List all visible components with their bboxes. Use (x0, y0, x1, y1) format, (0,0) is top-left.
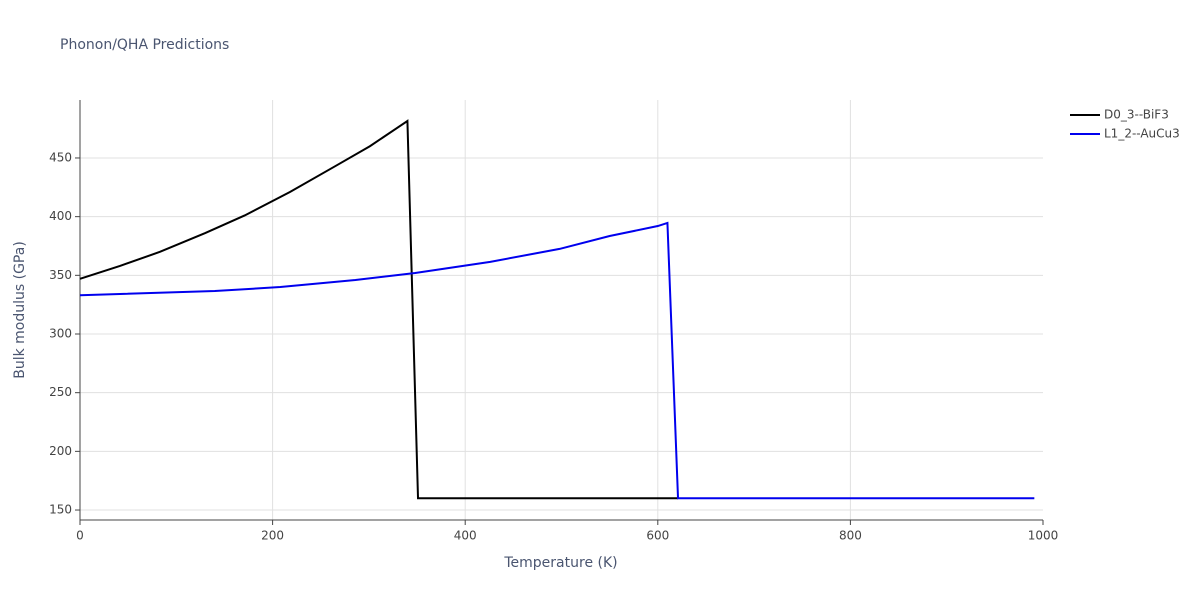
series-line (79, 221, 1035, 500)
x-tick-label: 800 (839, 529, 862, 543)
y-tick-label: 150 (49, 503, 72, 517)
x-axis-title: Temperature (K) (503, 555, 617, 571)
series-line (79, 119, 679, 500)
x-tick-label: 200 (261, 529, 284, 543)
legend-label: L1_2--AuCu3 (1104, 127, 1180, 141)
chart-title: Phonon/QHA Predictions (60, 37, 229, 53)
legend-label: D0_3--BiF3 (1104, 108, 1169, 122)
x-tick-label: 600 (646, 529, 669, 543)
y-tick-label: 250 (49, 385, 72, 399)
y-tick-label: 300 (49, 326, 72, 340)
x-tick-label: 0 (76, 529, 84, 543)
y-axis-title: Bulk modulus (GPa) (12, 241, 28, 379)
y-tick-label: 350 (49, 268, 72, 282)
y-tick-label: 450 (49, 150, 72, 164)
x-tick-label: 400 (454, 529, 477, 543)
y-tick-label: 200 (49, 444, 72, 458)
x-tick-label: 1000 (1028, 529, 1059, 543)
y-tick-label: 400 (49, 209, 72, 223)
